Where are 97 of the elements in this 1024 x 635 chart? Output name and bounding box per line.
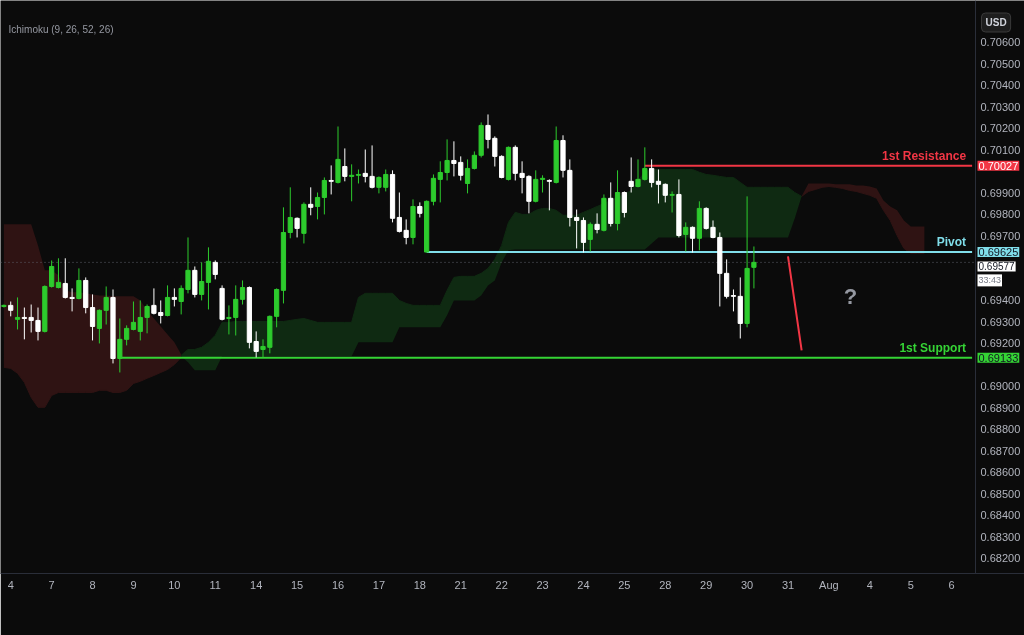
- candlestick: [621, 190, 627, 218]
- x-tick-label: 14: [250, 578, 263, 591]
- y-tick-label: 0.68800: [980, 423, 1021, 436]
- y-tick-label: 0.70400: [980, 79, 1021, 92]
- candlestick: [751, 245, 757, 289]
- candlestick: [533, 169, 539, 203]
- x-tick-label: 30: [740, 578, 754, 591]
- annotation: Ichimoku (9, 26, 52, 26): [8, 24, 114, 35]
- candlestick: [580, 216, 587, 253]
- candlestick: [205, 246, 212, 310]
- y-tick-label: 0.70200: [980, 122, 1021, 135]
- y-tick-label: 0.69000: [980, 380, 1021, 393]
- x-tick-label: Aug: [819, 578, 839, 591]
- y-tick-label: 0.68900: [980, 401, 1021, 414]
- candlestick: [14, 296, 21, 330]
- candlestick: [628, 156, 634, 193]
- x-tick-label: 4: [866, 578, 873, 591]
- data-label: 0.70027: [978, 159, 1019, 172]
- data-label: 0.69133: [978, 351, 1019, 364]
- y-tick-label: 0.69700: [980, 229, 1021, 242]
- candlestick: [342, 147, 348, 182]
- candlestick: [103, 285, 109, 326]
- candlestick: [464, 158, 471, 194]
- y-tick-label: 0.69300: [980, 315, 1021, 328]
- x-tick-label: 25: [618, 578, 631, 591]
- candlestick: [539, 174, 546, 193]
- y-tick-label: 0.69900: [980, 186, 1021, 199]
- x-tick-label: 29: [700, 578, 713, 591]
- candlestick: [669, 190, 675, 213]
- x-tick-label: 7: [48, 578, 55, 591]
- series-label: 1st Resistance: [882, 148, 967, 163]
- candlestick: [76, 267, 82, 300]
- y-tick-label: 0.70100: [980, 143, 1021, 156]
- candlestick: [55, 257, 62, 289]
- annotation: ?: [843, 284, 858, 309]
- series-label: Pivot: [936, 235, 967, 250]
- candlestick: [239, 279, 246, 306]
- x-tick-label: 6: [948, 578, 955, 591]
- ref-line-label: 0.69577: [978, 261, 1016, 273]
- x-tick-label: 15: [290, 578, 304, 591]
- series-label: 1st Support: [899, 340, 967, 355]
- candlestick: [335, 126, 341, 184]
- candlestick: [130, 301, 137, 331]
- candlestick: [199, 261, 205, 301]
- y-tick-label: 0.70500: [980, 57, 1021, 70]
- candlestick: [294, 216, 300, 238]
- x-tick-label: 11: [209, 578, 221, 591]
- candlestick: [594, 212, 600, 234]
- x-tick-label: 4: [7, 578, 14, 591]
- x-tick-label: 17: [372, 578, 386, 591]
- candlestick: [212, 259, 218, 280]
- candlestick: [655, 169, 662, 204]
- x-tick-label: 5: [907, 578, 914, 591]
- y-tick-label: 0.68400: [980, 509, 1021, 522]
- x-tick-label: 9: [130, 578, 137, 591]
- y-tick-label: 0.68700: [980, 444, 1021, 457]
- y-axis-title: USD: [985, 17, 1007, 28]
- candlestick: [546, 178, 552, 211]
- y-tick-label: 0.68300: [980, 530, 1021, 543]
- y-tick-label: 0.69200: [980, 337, 1021, 350]
- y-tick-label: 0.69800: [980, 208, 1021, 221]
- y-tick-label: 0.68500: [980, 487, 1021, 500]
- candlestick: [321, 176, 327, 215]
- x-tick-label: 31: [781, 578, 795, 591]
- text: 33:43: [978, 275, 1002, 286]
- candlestick: [724, 258, 730, 299]
- candlestick: [662, 182, 668, 203]
- y-tick-label: 0.68200: [980, 552, 1021, 565]
- x-tick-label: 21: [454, 578, 467, 591]
- y-tick-label: 0.68600: [980, 466, 1021, 479]
- candlestick: [308, 186, 314, 216]
- y-tick-label: 0.69400: [980, 294, 1021, 307]
- x-tick-label: 23: [536, 578, 549, 591]
- x-tick-label: 22: [495, 578, 508, 591]
- x-tick-label: 16: [331, 578, 345, 591]
- candlestick: [287, 186, 293, 239]
- candlestick: [689, 225, 696, 253]
- candlestick: [649, 158, 655, 188]
- candlestick: [96, 308, 102, 344]
- data-label: 0.69625: [978, 246, 1019, 259]
- x-tick-label: 10: [168, 578, 181, 591]
- x-tick-label: 28: [659, 578, 672, 591]
- candlestick: [683, 221, 689, 252]
- candlestick: [730, 288, 737, 312]
- x-tick-label: 8: [89, 578, 96, 591]
- candlestick: [89, 293, 96, 341]
- candlestick: [349, 163, 355, 202]
- candlestick: [328, 164, 334, 195]
- x-tick-label: 24: [577, 578, 590, 591]
- candlestick: [587, 221, 593, 252]
- candlestick: [314, 192, 321, 220]
- candlestick: [430, 173, 437, 206]
- x-tick-label: 18: [413, 578, 426, 591]
- y-tick-label: 0.70600: [980, 36, 1021, 49]
- candlestick: [164, 284, 171, 317]
- candlestick: [171, 287, 177, 307]
- y-tick-label: 0.70300: [980, 100, 1021, 113]
